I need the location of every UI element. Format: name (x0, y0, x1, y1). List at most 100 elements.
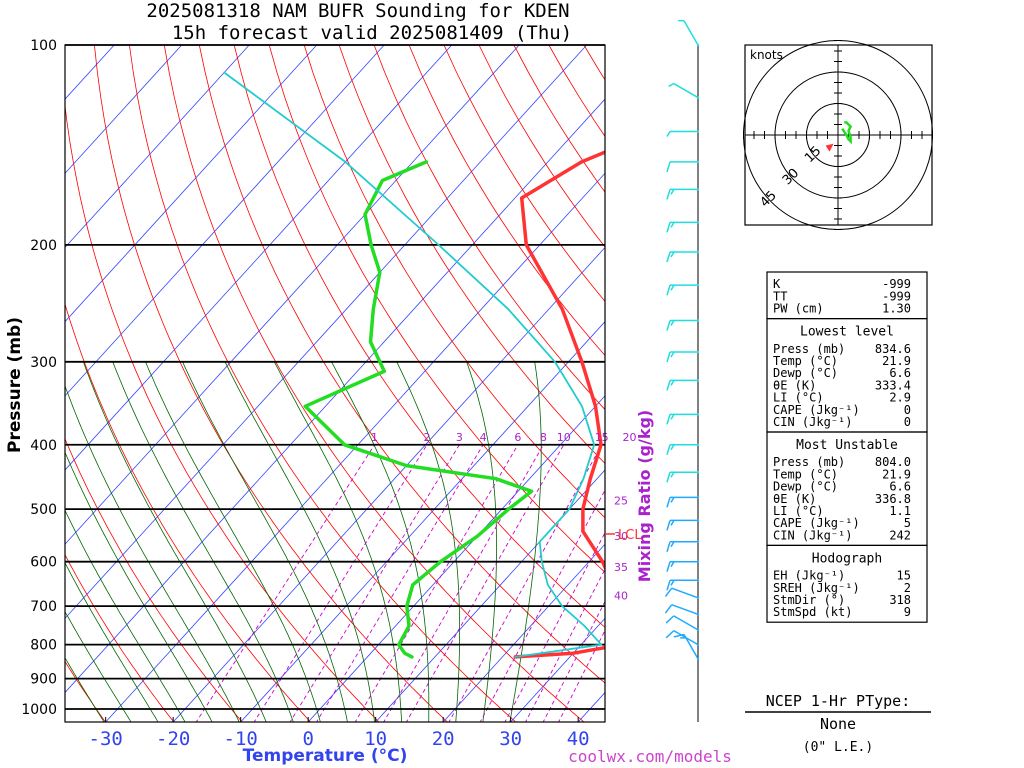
stability-indices-label: K (773, 277, 781, 291)
plot-frame (64, 44, 606, 723)
lowest-level-value: 2.9 (889, 391, 911, 405)
mixing-ratio-tick-label: 30 (614, 530, 628, 543)
wind-barb-flag (670, 351, 675, 358)
pressure-tick-label: 500 (30, 502, 57, 518)
wind-barb-flag (665, 630, 675, 639)
wind-barb-flag (666, 561, 671, 572)
mixing-ratio-line (525, 568, 605, 722)
pressure-tick-label: 100 (30, 38, 57, 54)
dry-adiabat-line (268, 45, 605, 573)
mixing-ratio-tick-label: 10 (557, 431, 571, 444)
wind-barb-flag (670, 471, 675, 478)
wind-barb-base (696, 130, 700, 133)
wind-barb-base (696, 613, 700, 616)
wind-barb-flag (670, 444, 675, 451)
pressure-tick-label: 900 (30, 672, 57, 688)
hodograph-parameters-value: 9 (904, 605, 911, 619)
stability-indices-value: -999 (882, 289, 911, 303)
isotherm-line (105, 172, 605, 722)
isotherm-line (307, 395, 605, 722)
dry-adiabat-line (65, 103, 380, 722)
temperature-tick-label: 0 (302, 728, 313, 750)
most-unstable-value: 804.0 (875, 455, 911, 469)
wind-barb-base (696, 657, 700, 660)
lowest-level-label: CAPE (Jkg⁻¹) (773, 403, 860, 417)
pressure-tick-label: 600 (30, 555, 57, 571)
mixing-ratio-tick-label: 1 (371, 431, 378, 444)
wind-barb-staff (671, 603, 699, 615)
wind-barb-flag (670, 413, 675, 420)
isotherm-line (65, 45, 520, 545)
wind-barb-flag (666, 414, 671, 425)
pressure-tick-label: 800 (30, 638, 57, 654)
moist-adiabat-line (65, 562, 159, 722)
y-axis-label: Pressure (mb) (5, 317, 25, 453)
wind-barb-base (696, 579, 700, 582)
wind-barb-flag (670, 284, 675, 291)
wind-barb-base (696, 379, 700, 382)
temperature-tick-label: -20 (156, 728, 190, 750)
wind-barb-flag (666, 472, 671, 483)
wind-barb-flag (670, 579, 675, 586)
lowest-level-value: 834.6 (875, 342, 911, 356)
wind-barb-flag (664, 604, 673, 614)
wind-barb-base (696, 221, 700, 224)
moist-adiabat-line (396, 361, 460, 722)
wind-barb-base (696, 413, 700, 416)
footer-credit: coolwx.com/models (568, 747, 732, 766)
wind-barb-base (696, 96, 700, 99)
moist-adiabat-line (65, 509, 186, 722)
mixing-ratio-tick-label: 2 (423, 431, 430, 444)
wind-barb-flag (666, 189, 671, 200)
hodograph-parameters-value: 318 (889, 593, 911, 607)
mixing-ratio-line (504, 531, 605, 722)
lowest-level-label: Temp (°C) (773, 354, 838, 368)
hodograph-parameters-value: 15 (897, 569, 911, 583)
wind-barb-flag (666, 380, 671, 391)
wind-barb-base (696, 319, 700, 322)
mixing-ratio-tick-label: 20 (622, 431, 636, 444)
mixing-ratio-line (383, 444, 544, 722)
wind-barb-flag (670, 251, 675, 258)
isotherm-line (65, 45, 318, 323)
stability-indices-label: TT (773, 289, 787, 303)
temperature-tick-label: 30 (499, 728, 522, 750)
dry-adiabat-line (65, 302, 312, 722)
most-unstable-label: CIN (Jkg⁻¹) (773, 528, 852, 542)
wind-barb-base (696, 540, 700, 543)
isotherm-line (375, 469, 605, 722)
temperature-tick-label: 20 (432, 728, 455, 750)
wind-barb-base (696, 560, 700, 563)
lowest-level-value: 0 (904, 403, 911, 417)
mixing-ratio-line (405, 444, 565, 722)
lcl-label: LCL (618, 528, 642, 543)
hodograph-parameters-label: StmSpd (kt) (773, 605, 852, 619)
most-unstable-label: Press (mb) (773, 455, 845, 469)
stability-indices-value: -999 (882, 277, 911, 291)
wind-barb-flag (666, 161, 671, 173)
mixing-ratio-tick-label: 35 (614, 561, 628, 574)
mixing-ratio-tick-label: 25 (614, 495, 628, 508)
wind-barb-flag (666, 580, 671, 591)
moist-adiabat-line (182, 361, 348, 722)
pressure-tick-label: 400 (30, 438, 57, 454)
storm-motion-marker (825, 143, 834, 152)
moist-adiabat-line (65, 451, 213, 722)
moist-adiabat-line (224, 361, 375, 722)
wind-barb-flag (666, 497, 671, 508)
mixing-ratio-line (542, 600, 605, 722)
lowest-level-value: 0 (904, 415, 911, 429)
wind-barb-flag (670, 380, 675, 386)
indices-table: K -999 TT -999 PW (cm) 1.30 Lowest level Press … (766, 271, 928, 623)
hodograph-parameters-label: StmDir (°) (773, 593, 845, 607)
dry-adiabat-line (198, 45, 605, 684)
mixing-ratio-tick-label: 4 (480, 431, 487, 444)
lowest-level-title: Lowest level (800, 325, 894, 340)
mixing-ratio-tick-label: 3 (456, 431, 463, 444)
moist-adiabat-line (466, 361, 497, 722)
moist-adiabat-line (145, 361, 321, 722)
wind-barb-base (696, 471, 700, 474)
wind-barb-base (696, 628, 700, 632)
mixing-ratio-tick-label: 6 (514, 431, 521, 444)
